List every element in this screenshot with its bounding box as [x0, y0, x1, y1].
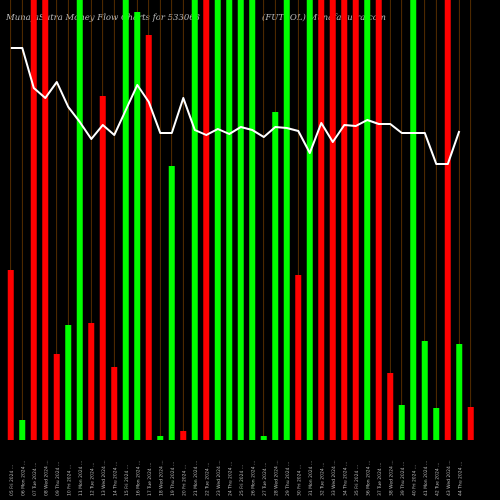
bar-up — [410, 0, 417, 440]
bar-down — [111, 367, 118, 440]
bar-up — [433, 408, 440, 440]
bar-down — [352, 0, 359, 440]
bar-up — [421, 341, 428, 440]
bar-up — [191, 0, 198, 440]
bar-down — [329, 0, 336, 440]
bar-down — [375, 0, 382, 440]
x-tick-label: 27 Tue 2024 ... — [262, 463, 268, 496]
bar-down — [30, 0, 37, 440]
bar-up — [157, 436, 164, 440]
x-tick-label: 35 Fri 2024 ... — [354, 465, 360, 496]
bar-down — [99, 96, 106, 440]
bar-up — [306, 0, 313, 440]
x-tick-label: 40 Fri 2024 ... — [411, 465, 417, 496]
x-tick-label: 24 Thu 2024 ... — [227, 462, 233, 496]
bar-up — [249, 0, 256, 440]
bar-up — [398, 405, 405, 440]
x-tick-label: 23 Wed 2024 ... — [216, 460, 222, 496]
x-tick-label: 07 Tue 2024 ... — [32, 463, 38, 496]
bar-down — [53, 354, 60, 440]
bar-down — [180, 431, 187, 440]
bar-down — [341, 0, 348, 440]
x-tick-label: 21 Mon 2024 ... — [193, 461, 199, 496]
x-tick-label: 16 Mon 2024 ... — [135, 461, 141, 496]
x-tick-label: 17 Tue 2024 ... — [147, 463, 153, 496]
x-axis-labels: 05 Fri 2024 ... 06 Mon 2024 ... 07 Tue 202… — [9, 460, 464, 496]
bar-down — [203, 0, 210, 440]
bar-up — [76, 0, 83, 440]
x-tick-label: 10 Fri 2024 ... — [66, 465, 72, 496]
bar-up — [283, 0, 290, 440]
bar-down — [444, 0, 451, 440]
bar-up — [237, 0, 244, 440]
x-tick-label: 14 Thu 2024 ... — [112, 462, 118, 496]
x-tick-label: 43 Wed 2024 ... — [446, 460, 452, 496]
x-tick-label: 39 Thu 2024 ... — [400, 462, 406, 496]
x-tick-label: 12 Tue 2024 ... — [89, 463, 95, 496]
bar-down — [88, 323, 95, 440]
x-tick-label: 37 Tue 2024 ... — [377, 463, 383, 496]
x-tick-label: 32 Tue 2024 ... — [319, 463, 325, 496]
price-line-layer — [10, 47, 461, 165]
x-tick-label: 05 Fri 2024 ... — [9, 465, 15, 496]
bar-up — [456, 344, 463, 440]
bar-up — [65, 325, 72, 440]
x-tick-label: 22 Tue 2024 ... — [204, 463, 210, 496]
x-tick-label: 34 Thu 2024 ... — [342, 462, 348, 496]
x-tick-label: 33 Wed 2024 ... — [331, 460, 337, 496]
price-line — [10, 47, 461, 165]
x-tick-label: 28 Wed 2024 ... — [273, 460, 279, 496]
bar-up — [214, 0, 221, 440]
bar-up — [122, 0, 129, 440]
money-flow-bars — [7, 0, 474, 440]
x-tick-label: 15 Fri 2024 ... — [124, 465, 130, 496]
bar-down — [467, 407, 474, 440]
x-tick-label: 36 Mon 2024 ... — [365, 461, 371, 496]
x-tick-label: 26 Mon 2024 ... — [250, 461, 256, 496]
x-tick-label: 06 Mon 2024 ... — [20, 461, 26, 496]
bar-down — [7, 270, 14, 440]
x-tick-label: 42 Tue 2024 ... — [434, 463, 440, 496]
bar-up — [272, 112, 279, 440]
bar-down — [42, 0, 49, 440]
x-tick-label: 38 Wed 2024 ... — [388, 460, 394, 496]
x-tick-label: 11 Mon 2024 ... — [78, 461, 84, 496]
x-tick-label: 09 Thu 2024 ... — [55, 462, 61, 496]
x-tick-label: 31 Mon 2024 ... — [308, 461, 314, 496]
bar-up — [168, 166, 175, 440]
x-tick-label: 19 Thu 2024 ... — [170, 462, 176, 496]
bar-up — [260, 436, 267, 440]
x-tick-label: 18 Wed 2024 ... — [158, 460, 164, 496]
bar-down — [145, 35, 152, 440]
x-tick-label: 25 Fri 2024 ... — [239, 465, 245, 496]
x-tick-label: 29 Thu 2024 ... — [285, 462, 291, 496]
bar-down — [295, 275, 302, 440]
x-tick-label: 30 Fri 2024 ... — [296, 465, 302, 496]
bar-down — [318, 0, 325, 440]
bar-up — [226, 0, 233, 440]
x-tick-label: 44 Thu 2024 ... — [457, 462, 463, 496]
x-tick-label: 08 Wed 2024 ... — [43, 460, 49, 496]
bar-up — [134, 12, 141, 440]
bar-up — [19, 420, 26, 440]
bar-up — [364, 0, 371, 440]
bar-down — [387, 373, 394, 440]
x-tick-label: 13 Wed 2024 ... — [101, 460, 107, 496]
x-tick-label: 20 Fri 2024 ... — [181, 465, 187, 496]
x-tick-label: 41 Mon 2024 ... — [423, 461, 429, 496]
